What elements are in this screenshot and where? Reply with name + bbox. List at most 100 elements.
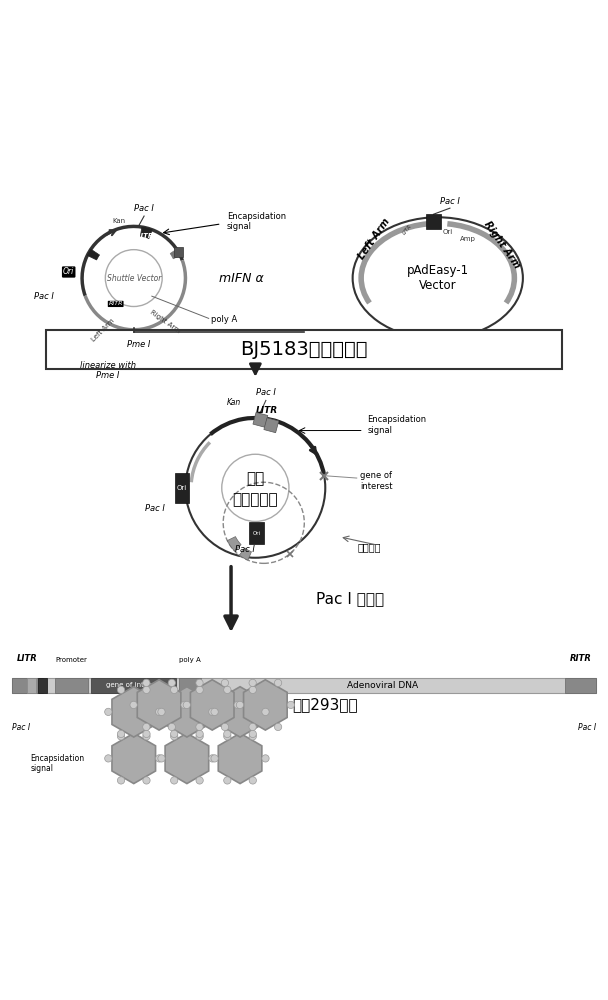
Circle shape	[221, 679, 229, 687]
Text: Left Arm: Left Arm	[90, 317, 116, 342]
Circle shape	[183, 701, 190, 709]
Text: Amp: Amp	[460, 236, 475, 242]
Text: Pac I: Pac I	[34, 292, 54, 301]
Text: BJ5183中同源重组: BJ5183中同源重组	[240, 340, 368, 359]
Circle shape	[262, 708, 269, 716]
Circle shape	[158, 755, 165, 762]
Circle shape	[117, 730, 125, 738]
Text: Pac I: Pac I	[12, 723, 30, 732]
Polygon shape	[170, 249, 180, 259]
Circle shape	[196, 723, 203, 731]
Text: pAdEasy-1
Vector: pAdEasy-1 Vector	[407, 264, 469, 292]
Bar	[12, 678, 43, 693]
Circle shape	[130, 701, 137, 709]
Circle shape	[170, 730, 178, 738]
Text: RITR: RITR	[108, 301, 123, 306]
Text: poly A: poly A	[179, 657, 201, 663]
Text: Ori: Ori	[443, 229, 453, 235]
Circle shape	[262, 755, 269, 762]
Circle shape	[249, 723, 257, 731]
Circle shape	[156, 755, 163, 762]
Circle shape	[249, 730, 257, 738]
Circle shape	[117, 777, 125, 784]
Circle shape	[117, 733, 125, 740]
Circle shape	[196, 679, 203, 687]
Bar	[179, 678, 201, 693]
Circle shape	[158, 708, 165, 716]
Text: Pac I: Pac I	[440, 197, 460, 206]
Text: Adenoviral DNA: Adenoviral DNA	[348, 681, 418, 690]
Polygon shape	[88, 249, 100, 260]
Circle shape	[224, 730, 231, 738]
Polygon shape	[190, 680, 234, 730]
Text: Promoter: Promoter	[55, 657, 88, 663]
Circle shape	[274, 723, 282, 731]
Polygon shape	[218, 687, 262, 737]
Text: Pac I: Pac I	[235, 545, 255, 554]
Circle shape	[224, 686, 231, 694]
Circle shape	[196, 777, 203, 784]
Text: 重组: 重组	[246, 471, 264, 486]
Circle shape	[143, 723, 150, 731]
Bar	[38, 678, 47, 693]
Text: RITR: RITR	[570, 654, 592, 663]
Circle shape	[196, 733, 203, 740]
Text: Pac I: Pac I	[145, 504, 164, 513]
Text: Shuttle Vector: Shuttle Vector	[106, 274, 161, 283]
Circle shape	[170, 733, 178, 740]
Bar	[565, 678, 596, 693]
Circle shape	[143, 730, 150, 738]
Circle shape	[143, 686, 150, 694]
Bar	[174, 247, 184, 257]
Polygon shape	[112, 733, 156, 784]
Text: Pac I: Pac I	[134, 204, 154, 213]
Text: poly A: poly A	[212, 315, 238, 324]
Polygon shape	[244, 680, 287, 730]
Text: Pac I: Pac I	[256, 388, 276, 397]
Circle shape	[143, 777, 150, 784]
Circle shape	[168, 679, 176, 687]
Circle shape	[209, 755, 216, 762]
Circle shape	[221, 723, 229, 731]
Text: Pac I: Pac I	[578, 723, 596, 732]
Circle shape	[196, 730, 203, 738]
Circle shape	[170, 777, 178, 784]
Bar	[12, 678, 596, 693]
Polygon shape	[240, 548, 252, 560]
Polygon shape	[218, 733, 262, 784]
Text: gene of interest: gene of interest	[106, 682, 162, 688]
Bar	[253, 412, 268, 427]
Text: 腺病毒质粒: 腺病毒质粒	[232, 492, 278, 508]
Bar	[426, 214, 441, 229]
Circle shape	[274, 679, 282, 687]
Text: LITR: LITR	[17, 654, 38, 663]
Circle shape	[211, 755, 218, 762]
Circle shape	[143, 733, 150, 740]
Text: Right Arm: Right Arm	[482, 219, 522, 270]
Text: LITR: LITR	[255, 406, 278, 415]
Text: Ori: Ori	[63, 267, 74, 276]
Text: Kan: Kan	[227, 398, 241, 407]
Bar	[249, 522, 264, 544]
Circle shape	[196, 686, 203, 694]
Polygon shape	[137, 680, 181, 730]
Polygon shape	[140, 227, 152, 239]
Polygon shape	[112, 687, 156, 737]
Text: Left Arm: Left Arm	[356, 216, 392, 261]
Text: Pme I: Pme I	[127, 340, 151, 349]
Circle shape	[105, 755, 112, 762]
Bar	[91, 678, 176, 693]
Text: Right Arm: Right Arm	[149, 310, 181, 334]
Text: Encapsidation
signal: Encapsidation signal	[367, 415, 426, 435]
Text: gene of
interest: gene of interest	[360, 471, 393, 491]
Circle shape	[156, 708, 163, 716]
Bar	[55, 678, 88, 693]
Bar	[27, 678, 36, 693]
Circle shape	[237, 701, 244, 709]
Circle shape	[249, 686, 257, 694]
Circle shape	[143, 679, 150, 687]
Text: mIFN α: mIFN α	[219, 272, 264, 285]
Circle shape	[211, 708, 218, 716]
Circle shape	[249, 777, 257, 784]
Text: Encapsidation
signal: Encapsidation signal	[30, 754, 85, 773]
